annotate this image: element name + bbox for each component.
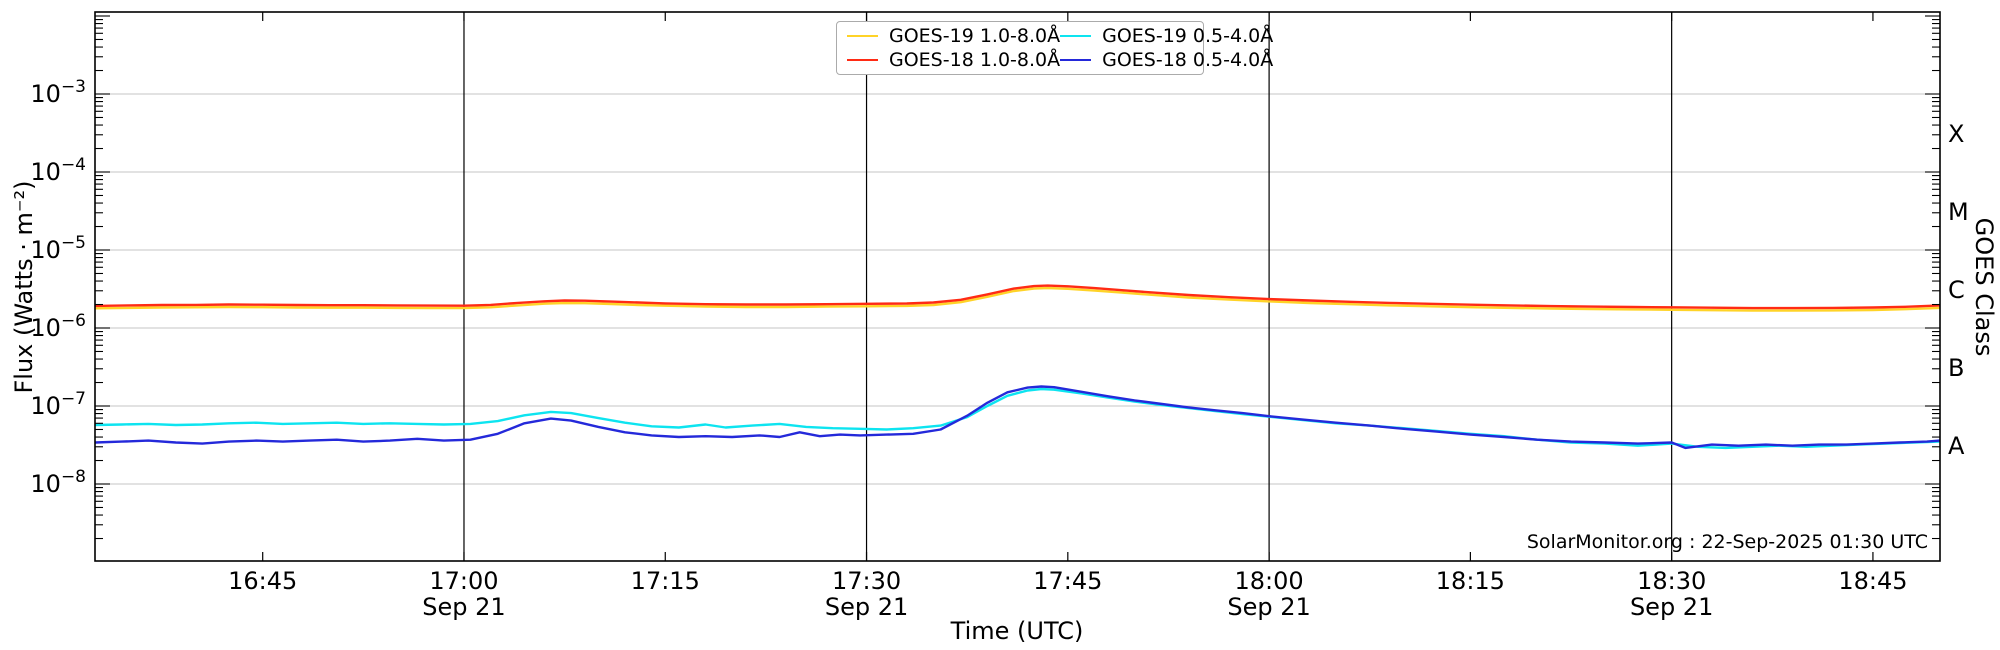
x-tick-label: 18:15 [1436,567,1505,595]
x-tick-label: 18:45 [1838,567,1907,595]
x-tick-label: 17:15 [631,567,700,595]
right-axis-title: GOES Class [1970,217,1998,357]
x-tick-date-label: Sep 21 [1630,593,1713,621]
series-line-1 [95,284,1940,310]
halfhour-vlines [463,12,1673,561]
series-line-3 [95,385,1940,450]
x-tick-date-label: Sep 21 [825,593,908,621]
legend-label-goes19-long: GOES-19 1.0-8.0Å [889,25,1061,47]
y-tick-labels: 10−3 10−4 10−5 10−6 10−7 10−8 [30,77,86,498]
watermark-text: SolarMonitor.org : 22-Sep-2025 01:30 UTC [1526,531,1928,553]
legend-swatch-goes19-long [847,35,878,37]
goes-class-X: X [1948,120,1964,148]
x-tick-label: 17:30 [832,567,901,595]
y-tick-label-1e-5: 10−5 [30,233,86,264]
series-line-0 [95,286,1940,312]
legend-item-goes19-short: GOES-19 0.5-4.0Å [1060,25,1273,47]
series-lines [95,284,1940,450]
y-gridlines [95,93,1940,485]
x-axis-title: Time (UTC) [950,617,1084,645]
x-tick-label: 17:45 [1033,567,1102,595]
goes-class-C: C [1948,276,1965,304]
goes-class-B: B [1948,354,1964,382]
x-tick-date-label: Sep 21 [1227,593,1310,621]
legend-item-goes19-long: GOES-19 1.0-8.0Å [847,25,1060,47]
y-tick-label-1e-6: 10−6 [30,311,86,342]
x-ticks [262,12,1874,561]
legend: GOES-19 1.0-8.0Å GOES-18 1.0-8.0Å GOES-1… [836,21,1273,75]
y-tick-label-1e-7: 10−7 [30,389,86,420]
y-tick-label-1e-4: 10−4 [30,155,86,186]
goes-class-M: M [1948,198,1969,226]
y-tick-label-1e-8: 10−8 [30,467,86,498]
x-tick-date-label: Sep 21 [422,593,505,621]
legend-swatch-goes18-long [847,59,878,61]
x-tick-label: 17:00 [429,567,498,595]
x-tick-label: 16:45 [228,567,297,595]
legend-item-goes18-long: GOES-18 1.0-8.0Å [847,49,1060,71]
y-ticks [95,15,1940,540]
legend-swatch-goes19-short [1060,35,1092,37]
legend-label-goes19-short: GOES-19 0.5-4.0Å [1102,25,1274,47]
legend-item-goes18-short: GOES-18 0.5-4.0Å [1060,49,1273,71]
series-line-2 [95,387,1940,450]
legend-swatch-goes18-short [1060,59,1092,61]
goes-class-labels: X M C B A [1948,120,1969,460]
goes-class-A: A [1948,432,1965,460]
y-axis-title: Flux (Watts · m⁻²) [10,180,38,394]
x-tick-label: 18:00 [1235,567,1304,595]
x-tick-label: 18:30 [1637,567,1706,595]
legend-label-goes18-long: GOES-18 1.0-8.0Å [889,49,1061,71]
legend-label-goes18-short: GOES-18 0.5-4.0Å [1102,49,1274,71]
y-tick-label-1e-3: 10−3 [30,77,86,108]
plot-frame [94,11,1941,562]
